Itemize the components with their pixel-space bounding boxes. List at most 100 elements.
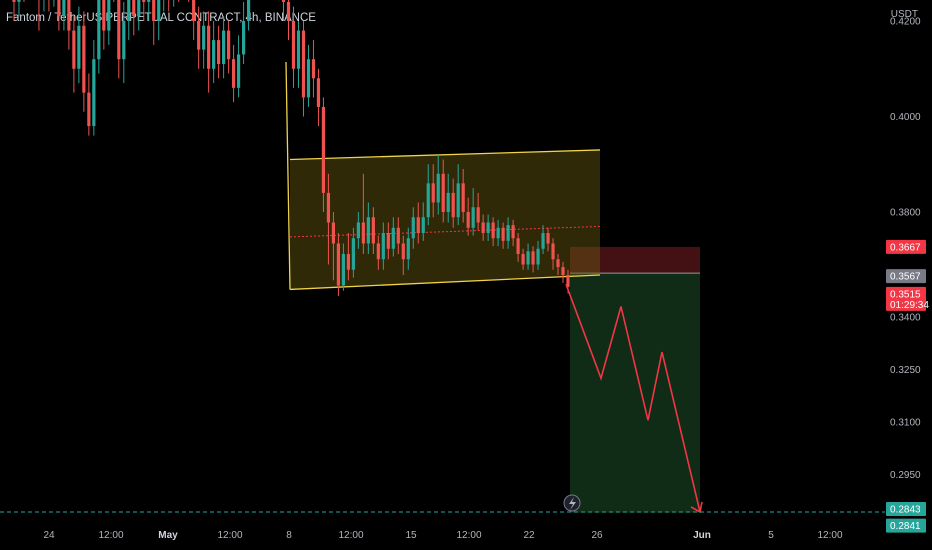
candle — [406, 227, 410, 270]
candle-body — [17, 0, 21, 2]
candle-body — [72, 30, 76, 69]
candle — [82, 11, 86, 112]
candle — [461, 169, 465, 223]
candle-body — [132, 0, 136, 17]
candle — [23, 0, 25, 2]
candle-body — [97, 0, 101, 60]
candle-body — [521, 254, 525, 265]
price-tag: 0.2841 — [886, 518, 926, 533]
candle-body — [296, 30, 301, 69]
candle — [451, 178, 455, 228]
candle-body — [561, 267, 565, 275]
price-tag: 0.3567 — [886, 269, 926, 284]
candle-body — [431, 183, 435, 203]
candle-body — [446, 192, 450, 212]
candle — [531, 246, 535, 273]
candle-body — [396, 227, 400, 244]
candle — [202, 11, 206, 69]
candle — [92, 40, 96, 136]
candle — [386, 222, 390, 260]
candle — [526, 243, 530, 270]
candle-body — [227, 30, 231, 60]
time-tick-label: 26 — [591, 530, 603, 541]
price-tick-label: 0.3400 — [890, 313, 921, 324]
candle — [351, 227, 355, 278]
candle — [122, 1, 126, 84]
candle — [541, 225, 545, 254]
lightning-icon — [569, 497, 576, 510]
candle — [436, 154, 440, 215]
candle-body — [336, 243, 341, 286]
candle-body — [306, 59, 311, 98]
candle-body — [556, 259, 560, 268]
candle — [511, 219, 515, 247]
candle — [38, 0, 40, 31]
candle-body — [471, 207, 475, 228]
candle-body — [526, 251, 530, 265]
time-tick-label: 12:00 — [217, 530, 242, 541]
candle — [12, 0, 16, 21]
price-tick-label: 0.4200 — [890, 17, 921, 28]
candle-body — [127, 0, 131, 21]
candle — [43, 0, 45, 12]
candle — [321, 97, 326, 212]
time-tick-label: 22 — [523, 530, 535, 541]
candle — [561, 261, 565, 283]
candle — [331, 212, 336, 281]
candle — [481, 214, 485, 241]
projected-path-line — [565, 283, 701, 513]
candle-body — [341, 254, 345, 286]
candle-body — [311, 59, 316, 79]
candle-body — [476, 207, 480, 223]
candle-body — [391, 227, 395, 249]
candle — [197, 6, 201, 69]
candle — [178, 0, 180, 2]
candle-body — [441, 173, 445, 212]
candle — [311, 40, 316, 98]
candle — [521, 248, 525, 270]
candle — [87, 73, 91, 136]
candle — [173, 0, 175, 7]
candle — [546, 227, 550, 252]
candle — [97, 0, 101, 74]
candle — [281, 0, 286, 21]
candle — [496, 219, 500, 247]
candle-body — [316, 78, 321, 107]
replay-marker — [563, 494, 581, 512]
time-tick-label: 12:00 — [338, 530, 363, 541]
time-tick-label: 24 — [43, 530, 55, 541]
candle — [212, 21, 216, 84]
candle-body — [301, 30, 306, 98]
candle — [142, 0, 146, 21]
candle-body — [401, 243, 405, 260]
candle-body — [92, 59, 96, 127]
price-tag-countdown: 01:29:34 — [890, 300, 929, 311]
candle — [486, 214, 490, 241]
time-tick-label: 12:00 — [456, 530, 481, 541]
candle-body — [511, 225, 515, 239]
candle — [147, 0, 151, 21]
candle — [491, 217, 495, 247]
channel-bottom-line — [289, 274, 601, 291]
price-tick-label: 0.4000 — [890, 112, 921, 123]
candle-body — [212, 40, 216, 69]
price-tag-bg — [886, 518, 926, 533]
candle-body — [456, 183, 460, 218]
candle — [168, 0, 170, 12]
candle — [536, 240, 540, 270]
channel-top-line — [289, 149, 601, 161]
candle-body — [326, 192, 331, 223]
time-tick-label: 12:00 — [817, 530, 842, 541]
candle — [431, 164, 435, 218]
candle — [152, 0, 156, 45]
candle — [188, 0, 190, 2]
position-zones — [570, 246, 700, 513]
time-axis: 24 12:00 May 12:00 8 12:00 15 12:00 22 26 Jun 5 12:0… — [43, 530, 843, 541]
candle — [77, 6, 81, 84]
candle — [376, 235, 380, 270]
candle-body — [491, 222, 495, 239]
candle — [506, 217, 510, 249]
price-tag-bg — [886, 286, 926, 311]
